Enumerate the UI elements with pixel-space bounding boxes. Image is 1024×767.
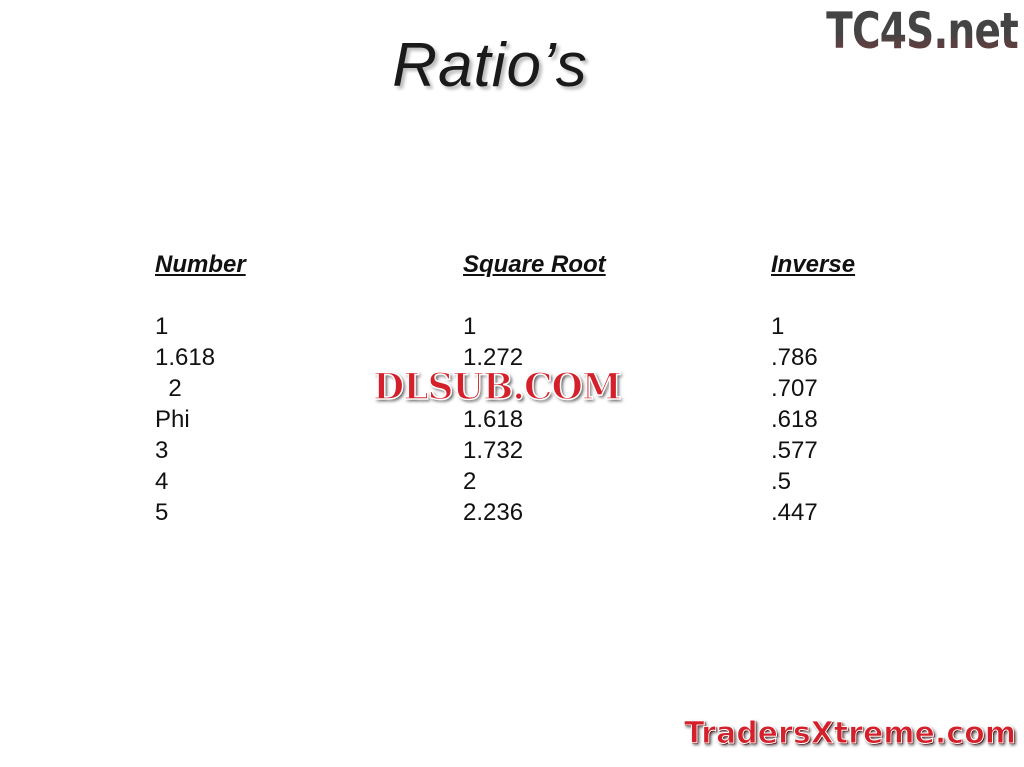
header-number: Number	[155, 251, 246, 278]
sqrt-cell: 2.236	[463, 499, 524, 526]
inverse-cell: 1	[771, 313, 785, 340]
tradersxtreme-logo: TradersXtreme.com	[684, 716, 1017, 752]
number-column: Number 1 1.618 2 Phi 3 4 5	[155, 250, 246, 528]
number-cell: 3	[155, 437, 169, 464]
dlsub-watermark: DLSUB.COM	[372, 365, 622, 409]
inverse-column: Inverse 1 .786 .707 .618 .577 .5 .447	[771, 250, 855, 528]
sqrt-cell: 1.272	[463, 344, 524, 371]
sqrt-cell: 1	[463, 313, 477, 340]
inverse-cell: .447	[771, 499, 818, 526]
header-inverse: Inverse	[771, 251, 856, 278]
slide-title: Ratio’s	[392, 31, 588, 100]
inverse-cell: .5	[771, 468, 792, 495]
square-root-column: Square Root 1 1.272 1.618 1.732 2 2.236	[463, 250, 606, 528]
sqrt-cell: 1.618	[463, 406, 524, 433]
number-cell: 2	[155, 375, 182, 402]
tc4s-logo: TC4S.net	[826, 2, 1019, 60]
inverse-cell: .707	[771, 375, 818, 402]
header-square-root: Square Root	[463, 251, 606, 278]
number-cell: 5	[155, 499, 169, 526]
inverse-cell: .786	[771, 344, 818, 371]
number-cell: Phi	[155, 406, 190, 433]
number-cell: 1.618	[155, 344, 216, 371]
inverse-cell: .618	[771, 406, 818, 433]
number-cell: 1	[155, 313, 169, 340]
sqrt-cell: 2	[463, 468, 477, 495]
sqrt-cell: 1.732	[463, 437, 524, 464]
number-cell: 4	[155, 468, 169, 495]
inverse-cell: .577	[771, 437, 818, 464]
